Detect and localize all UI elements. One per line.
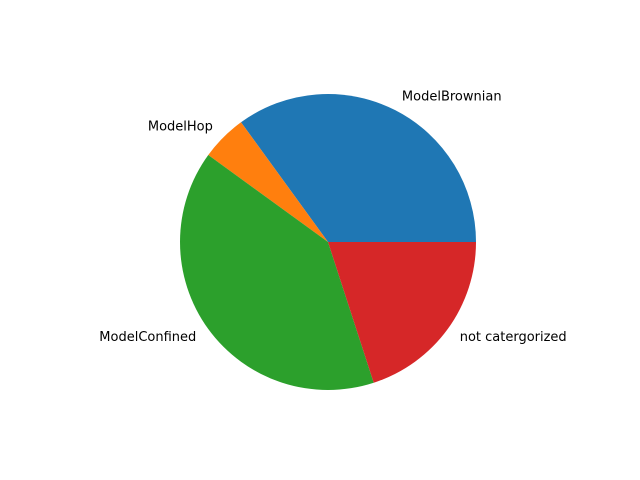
pie-slice-not-catergorized xyxy=(328,242,476,383)
pie-slices xyxy=(180,94,476,391)
pie-label-not-catergorized: not catergorized xyxy=(460,330,567,345)
pie-labels: ModelBrownian ModelHop ModelConfined not ca… xyxy=(99,89,566,345)
pie-label-modelhop: ModelHop xyxy=(148,119,213,134)
pie-slice-modelhop xyxy=(208,122,328,242)
pie-slice-modelconfined xyxy=(180,155,374,391)
pie-slice-modelbrownian xyxy=(241,94,476,243)
pie-label-modelconfined: ModelConfined xyxy=(99,330,196,345)
pie-label-modelbrownian: ModelBrownian xyxy=(402,89,502,104)
